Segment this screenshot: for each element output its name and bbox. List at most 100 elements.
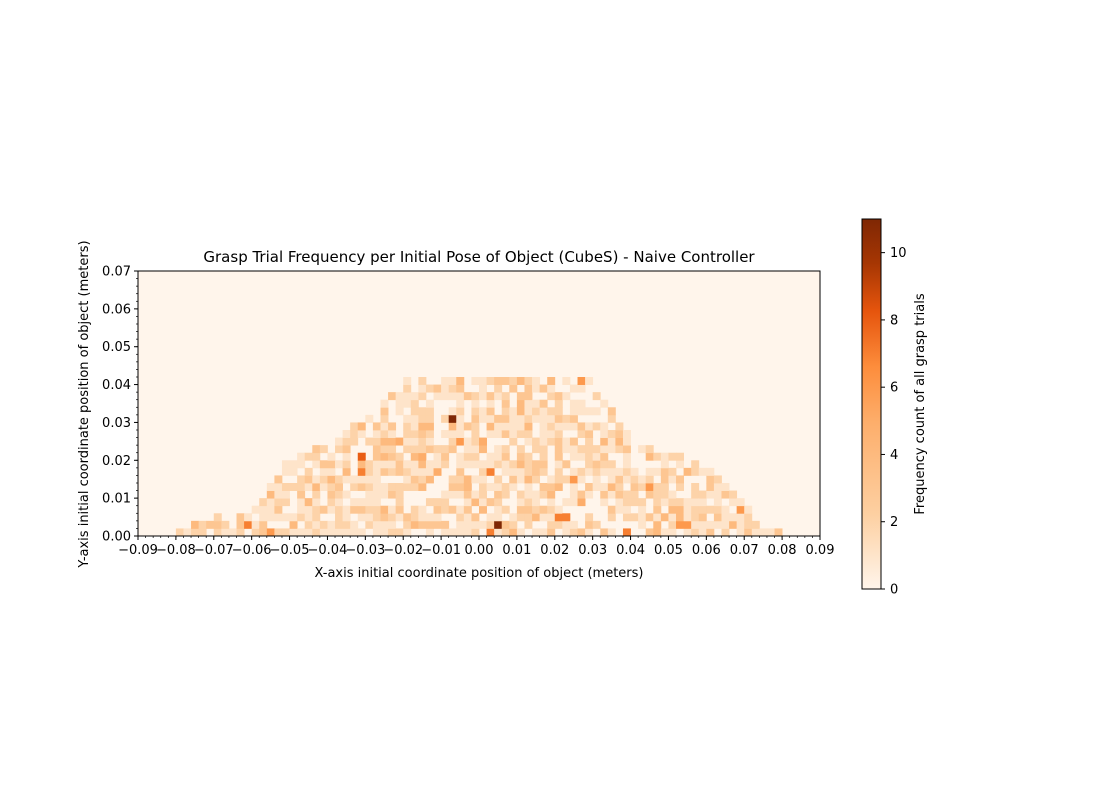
heatmap-cell [660,513,669,522]
heatmap-cell [365,520,374,529]
heatmap-cell [471,414,480,423]
colorbar-ticks: 0 2 4 6 8 10 [881,246,907,598]
heatmap-cell [433,445,442,454]
heatmap-cell [425,520,434,529]
heatmap-cell [395,505,404,514]
heatmap-cell [342,437,351,446]
heatmap-cell [213,528,222,537]
heatmap-cell [554,475,563,484]
heatmap-cell [304,467,313,476]
heatmap-cell [547,490,556,499]
heatmap-cell [342,430,351,438]
heatmap-cell [501,407,510,416]
heatmap-cell [585,437,594,446]
heatmap-cell [532,528,541,537]
heatmap-cell [319,475,328,484]
heatmap-cell [547,520,556,529]
heatmap-cell [456,384,465,393]
heatmap-cell [577,490,586,499]
heatmap-cell [501,452,510,461]
heatmap-cell [388,422,397,431]
heatmap-cell [380,490,389,499]
heatmap-cell [516,377,525,385]
heatmap-cell [592,460,601,469]
heatmap-cell [622,490,631,499]
heatmap-cell [365,498,374,507]
heatmap-cell [236,520,245,529]
heatmap-cell [683,520,692,529]
heatmap-cell [350,528,359,537]
heatmap-cell [547,422,556,431]
heatmap-cell [630,490,639,499]
heatmap-cell [372,460,381,469]
heatmap-cell [668,475,677,484]
heatmap-cell [327,452,336,461]
heatmap-cell [501,430,510,438]
heatmap-cell [281,513,290,522]
heatmap-cell [410,437,419,446]
heatmap-cell [562,377,571,385]
heatmap-cell [198,520,207,529]
heatmap-cell [524,460,533,469]
heatmap-cell [607,445,616,454]
heatmap-cell [554,422,563,431]
heatmap-cell [638,475,647,484]
heatmap-cell [425,422,434,431]
heatmap-cell [456,414,465,423]
heatmap-cell [691,505,700,514]
heatmap-cell [585,377,594,385]
heatmap-cell [547,392,556,401]
heatmap-cell [365,414,374,423]
heatmap-cell [524,490,533,499]
heatmap-cell [357,505,366,514]
heatmap-cell [630,467,639,476]
heatmap-cell [751,520,760,529]
colorbar-tick-label: 2 [890,515,898,530]
heatmap-cell [304,452,313,461]
heatmap-cell [221,520,230,529]
heatmap-cell [668,467,677,476]
heatmap-cell [607,528,616,537]
heatmap-cell [335,475,343,484]
heatmap-cell [448,430,457,438]
heatmap-cell [660,452,669,461]
heatmap-cell [403,513,412,522]
heatmap-cell [607,475,616,484]
x-tick-label: 0.06 [692,543,721,558]
heatmap-cell [281,498,290,507]
heatmap-cell [524,407,533,416]
heatmap-cell [532,407,541,416]
heatmap-cell [600,467,609,476]
heatmap-cell [463,498,472,507]
heatmap-cell [403,392,412,401]
heatmap-cell [479,392,487,401]
heatmap-cell [653,520,662,529]
heatmap-cell [456,483,465,491]
heatmap-cell [395,528,404,537]
heatmap-cell [425,528,434,537]
heatmap-cell [244,513,253,522]
heatmap-cell [395,498,404,507]
heatmap-cell [365,490,374,499]
heatmap-cell [501,414,510,423]
heatmap-cell [281,490,290,499]
heatmap-cell [418,384,427,393]
heatmap-cell [342,467,351,476]
heatmap-cell [388,452,397,461]
heatmap-cell [509,513,518,522]
heatmap-cell [448,505,457,514]
heatmap-cell [471,475,480,484]
heatmap-cell [471,490,480,499]
heatmap-cell [554,392,563,401]
heatmap-cell [509,460,518,469]
heatmap-cell [577,384,586,393]
heatmap-cell [365,505,374,514]
heatmap-cell [191,528,200,537]
heatmap-cell [501,528,510,537]
colorbar [861,218,882,590]
heatmap-cell [562,445,571,454]
heatmap-cell [600,452,609,461]
heatmap-cell [607,467,616,476]
heatmap-cell [441,384,450,393]
heatmap-cell [539,513,548,522]
